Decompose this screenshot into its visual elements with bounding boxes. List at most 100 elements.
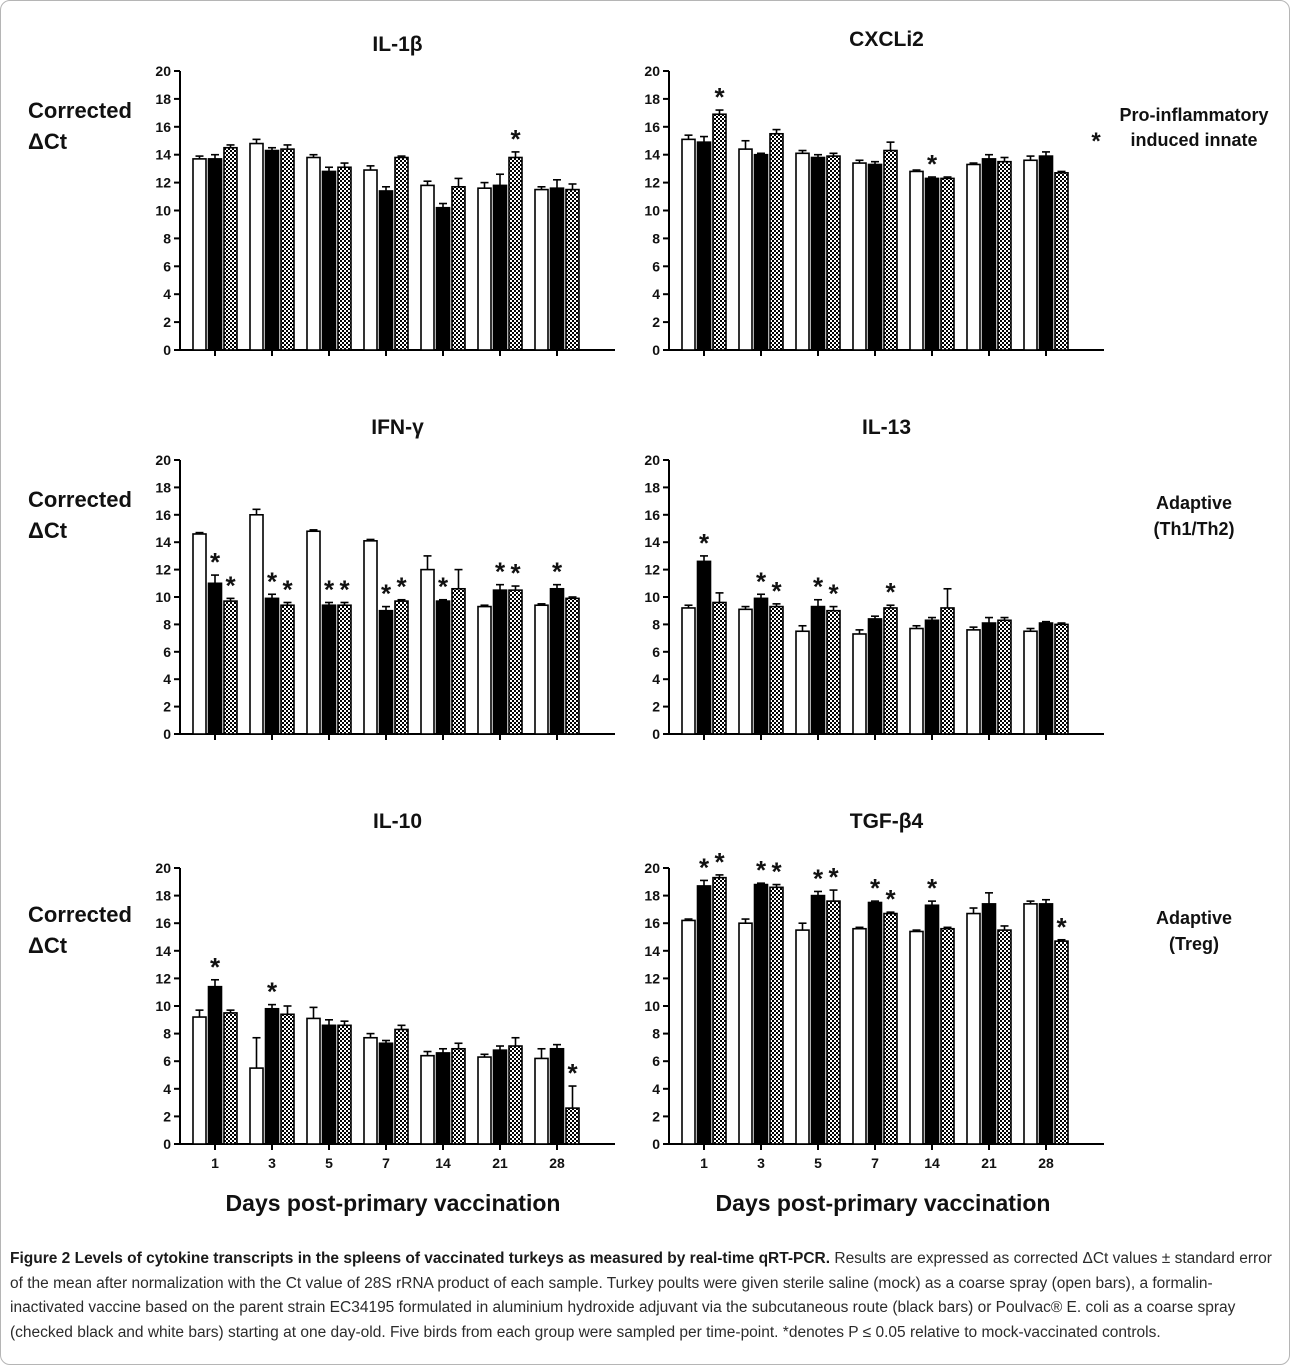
significance-star: * [870, 873, 881, 903]
bar [867, 163, 883, 351]
x-tick-label: 1 [211, 1155, 219, 1171]
x-tick-label: 14 [924, 1155, 940, 1171]
significance-star: * [828, 862, 839, 892]
bar [810, 605, 826, 735]
bar [966, 163, 981, 351]
significance-star: * [1056, 912, 1067, 942]
bar [924, 177, 940, 351]
y-tick-label: 18 [644, 888, 660, 904]
chart-title: IL-10 [373, 810, 422, 833]
significance-star: * [339, 574, 350, 604]
bar [534, 188, 549, 351]
significance-star: * [495, 557, 506, 587]
bar [753, 153, 769, 351]
bar [696, 885, 712, 1145]
bar [306, 1017, 321, 1145]
significance-star: * [771, 576, 782, 606]
bar [712, 113, 727, 351]
x-tick-label: 28 [1038, 1155, 1054, 1171]
bar [753, 597, 769, 735]
bar [534, 604, 549, 735]
bar [207, 158, 223, 351]
y-tick-label: 18 [155, 888, 171, 904]
y-tick-label: 12 [155, 970, 171, 986]
bar [223, 1012, 238, 1145]
y-tick-label: 14 [155, 534, 171, 550]
y-tick-label: 14 [155, 147, 171, 163]
significance-star: * [813, 572, 824, 602]
y-tick-label: 10 [155, 589, 171, 605]
significance-star: * [813, 863, 824, 893]
significance-star: * [756, 566, 767, 596]
y-tick-label: 6 [163, 1053, 171, 1069]
significance-star: * [210, 952, 221, 982]
significance-star: * [282, 574, 293, 604]
charts-figure: Corrected ΔCt Corrected ΔCt Corrected ΔC… [28, 28, 1269, 1216]
bar [883, 912, 898, 1145]
x-tick-label: 7 [871, 1155, 879, 1171]
bar [966, 912, 981, 1145]
bar [753, 883, 769, 1145]
y-axis-label-row3-line2: ΔCt [28, 933, 68, 958]
y-axis-label-row1-line2: ΔCt [28, 129, 68, 154]
bar [492, 589, 508, 735]
bar [966, 629, 981, 735]
bar [192, 158, 207, 351]
y-tick-label: 14 [644, 147, 660, 163]
row-label-proinflammatory-line1: Pro-inflammatory [1119, 105, 1268, 125]
significance-star: * [438, 572, 449, 602]
bar [738, 608, 753, 735]
bar [826, 155, 841, 351]
bar [378, 190, 394, 351]
bar [909, 170, 924, 351]
bar [795, 152, 810, 351]
bar [795, 630, 810, 735]
row-label-proinflammatory-marker: * [1091, 128, 1101, 155]
y-tick-label: 4 [652, 671, 660, 687]
bar [940, 927, 955, 1145]
y-tick-label: 18 [644, 479, 660, 495]
y-tick-label: 4 [163, 1081, 171, 1097]
bar [249, 142, 264, 351]
bar [769, 605, 784, 735]
bar [420, 1054, 435, 1145]
bar [534, 1057, 549, 1145]
bar [223, 146, 238, 351]
bar [306, 530, 321, 735]
bar [940, 177, 955, 351]
bar [810, 156, 826, 351]
bar [378, 1042, 394, 1145]
y-tick-label: 16 [644, 507, 660, 523]
bar [420, 568, 435, 735]
y-tick-label: 20 [644, 63, 660, 79]
chart-title: IL-13 [862, 416, 911, 439]
bar [997, 619, 1012, 735]
y-tick-label: 0 [163, 342, 171, 358]
y-tick-label: 8 [652, 230, 660, 246]
bar [508, 589, 523, 735]
bar [1054, 172, 1069, 351]
y-tick-label: 8 [163, 1026, 171, 1042]
bar [981, 622, 997, 735]
y-tick-label: 10 [644, 589, 660, 605]
y-axis-label-row3-line1: Corrected [28, 902, 132, 927]
x-tick-label: 1 [700, 1155, 708, 1171]
bar [363, 1036, 378, 1145]
bar [549, 587, 565, 735]
y-tick-label: 18 [155, 479, 171, 495]
bar [1054, 940, 1069, 1145]
bar [337, 1024, 352, 1145]
significance-star: * [699, 528, 710, 558]
x-tick-label: 5 [814, 1155, 822, 1171]
bar [451, 185, 466, 351]
bar [826, 609, 841, 735]
bar [264, 597, 280, 735]
x-tick-label: 7 [382, 1155, 390, 1171]
x-tick-label: 3 [268, 1155, 276, 1171]
bar [477, 187, 492, 351]
y-tick-label: 0 [652, 1136, 660, 1152]
y-tick-label: 8 [652, 1026, 660, 1042]
bar [810, 894, 826, 1145]
bar [477, 1056, 492, 1145]
